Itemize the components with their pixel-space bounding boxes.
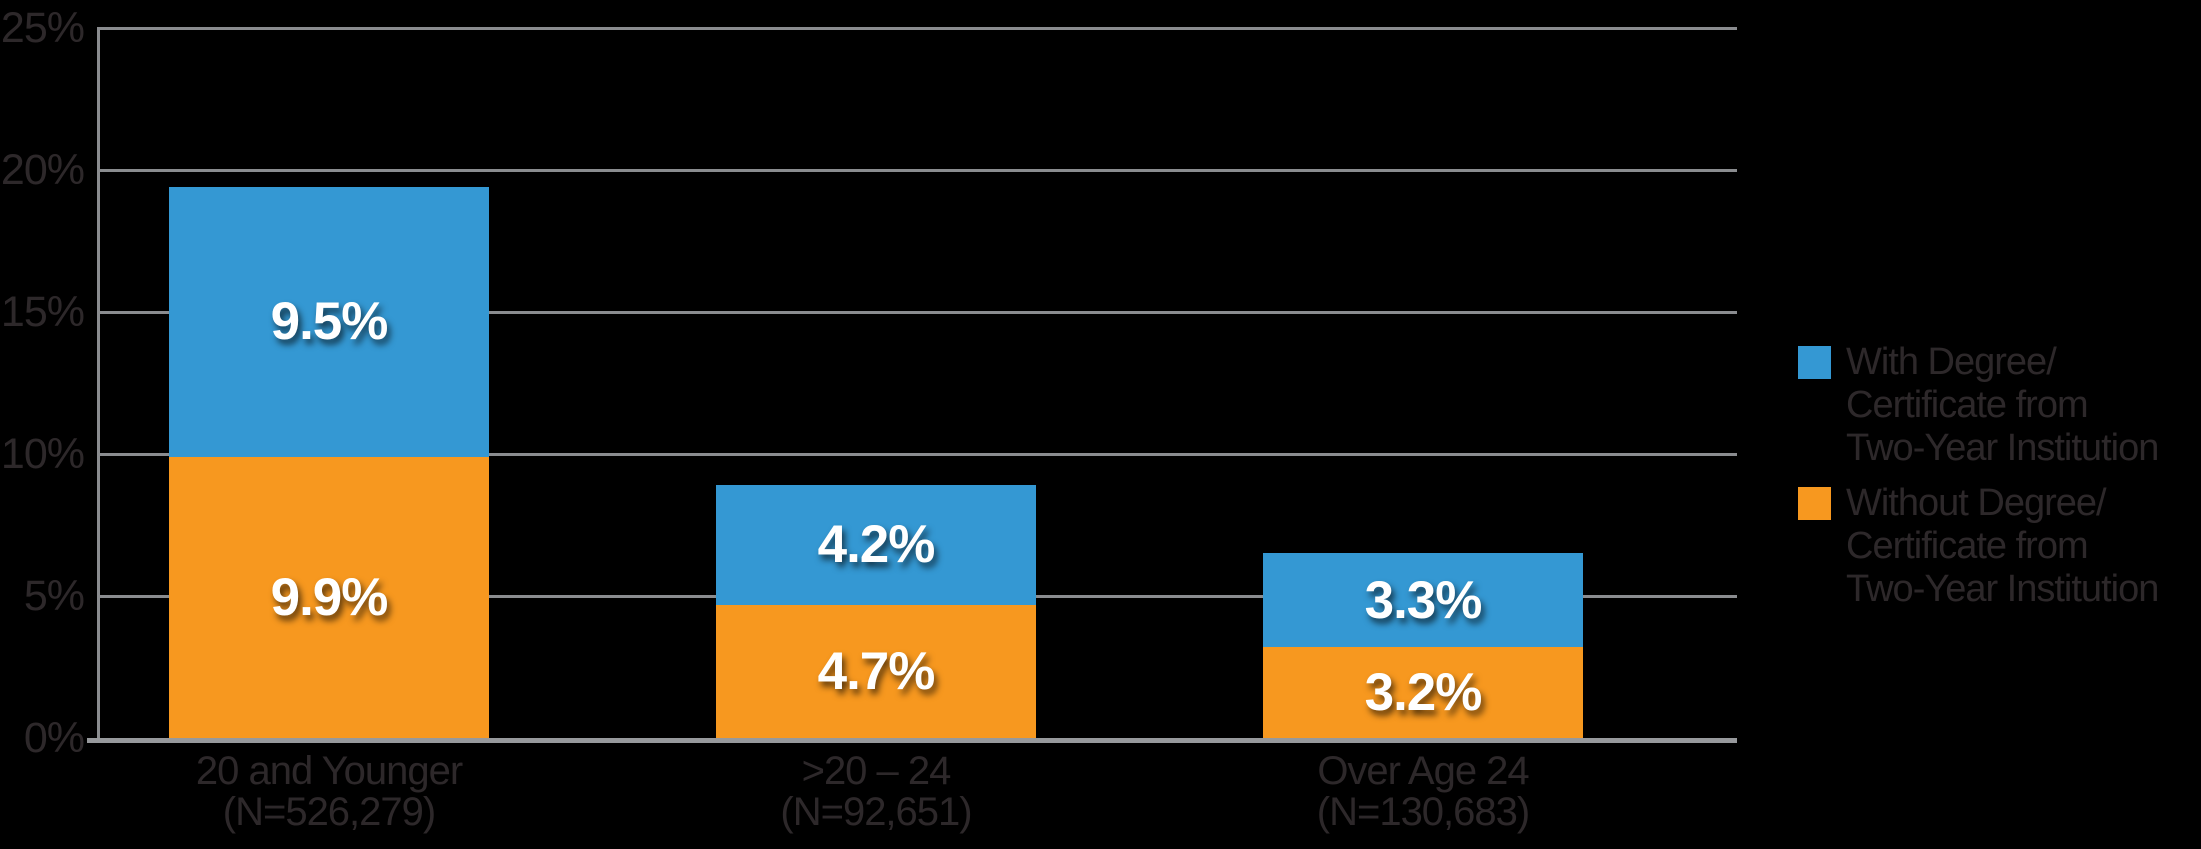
y-tick-label-0: 0%	[23, 714, 85, 762]
bar-segment-bottom-3: 3.2%	[1263, 647, 1583, 738]
bar-column-1: 9.5% 9.9%	[169, 187, 489, 738]
value-label: 9.9%	[270, 567, 389, 627]
bar-segment-top-2: 4.2%	[716, 485, 1036, 605]
legend-swatch-icon	[1798, 346, 1831, 379]
gridline-20	[97, 169, 1737, 172]
value-label: 3.3%	[1364, 570, 1483, 630]
value-label: 9.5%	[270, 292, 389, 352]
y-tick-label-20: 20%	[0, 146, 85, 194]
x-category-label-3: Over Age 24 (N=130,683)	[1316, 749, 1530, 834]
legend-item-1: With Degree/ Certificate from Two-Year I…	[1798, 341, 2159, 470]
bar-segment-top-1: 9.5%	[169, 187, 489, 457]
legend-swatch-icon	[1798, 487, 1831, 520]
bar-segment-top-3: 3.3%	[1263, 553, 1583, 648]
bar-segment-bottom-2: 4.7%	[716, 604, 1036, 738]
gridline-10	[97, 453, 1737, 456]
y-tick-label-15: 15%	[0, 288, 85, 336]
y-axis-line	[97, 28, 100, 742]
legend-label: Without Degree/ Certificate from Two-Yea…	[1846, 482, 2159, 610]
value-label: 4.7%	[817, 641, 936, 701]
gridline-25	[97, 27, 1737, 30]
x-axis-line	[87, 738, 1737, 743]
bar-column-3: 3.3% 3.2%	[1263, 553, 1583, 738]
y-tick-label-10: 10%	[0, 430, 85, 478]
gridline-15	[97, 311, 1737, 314]
y-tick-label-25: 25%	[0, 4, 85, 52]
bar-segment-bottom-1: 9.9%	[169, 456, 489, 738]
x-category-label-1: 20 and Younger (N=526,279)	[195, 749, 463, 834]
legend-item-2: Without Degree/ Certificate from Two-Yea…	[1798, 482, 2159, 611]
legend: With Degree/ Certificate from Two-Year I…	[1798, 341, 2159, 611]
value-label: 3.2%	[1364, 663, 1483, 723]
value-label: 4.2%	[817, 515, 936, 575]
bar-column-2: 4.2% 4.7%	[716, 485, 1036, 738]
legend-label: With Degree/ Certificate from Two-Year I…	[1846, 341, 2159, 469]
y-tick-label-5: 5%	[23, 572, 85, 620]
x-category-label-2: >20 – 24 (N=92,651)	[780, 749, 972, 834]
